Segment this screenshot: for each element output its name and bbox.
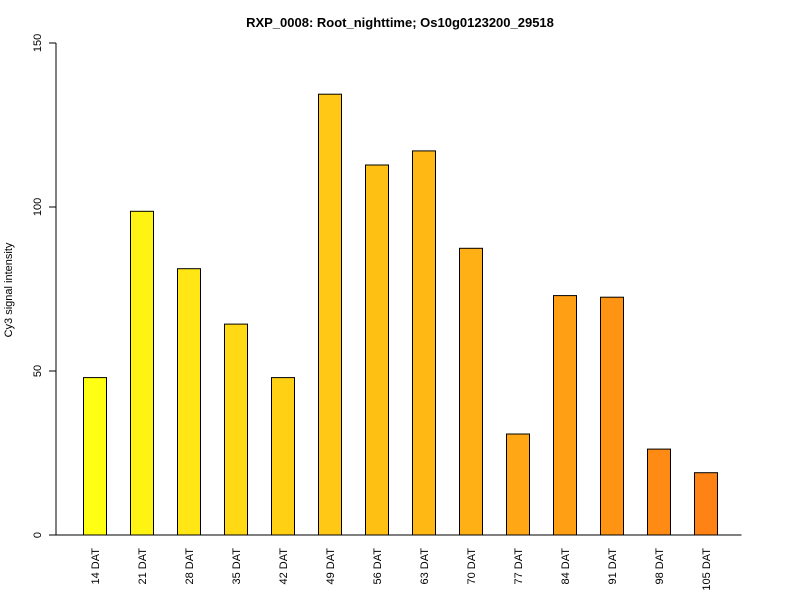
- x-tick-label: 14 DAT: [90, 548, 102, 585]
- bar-42-dat: [271, 377, 295, 536]
- chart-title: RXP_0008: Root_nighttime; Os10g0123200_2…: [246, 15, 554, 30]
- bar-35-dat: [224, 323, 248, 536]
- x-tick-label: 21 DAT: [137, 548, 149, 585]
- x-tick-label: 84 DAT: [560, 548, 572, 585]
- bar-70-dat: [459, 247, 483, 536]
- bar-21-dat: [130, 210, 154, 536]
- x-tick-label: 42 DAT: [278, 548, 290, 585]
- bar-77-dat: [506, 433, 530, 536]
- x-tick-label: 98 DAT: [654, 548, 666, 585]
- x-tick-label: 49 DAT: [325, 548, 337, 585]
- bar-14-dat: [83, 377, 107, 536]
- bars-group: [83, 93, 718, 536]
- x-tick-label: 56 DAT: [372, 548, 384, 585]
- bar-84-dat: [553, 295, 577, 536]
- bar-91-dat: [600, 296, 624, 536]
- y-tick-label: 150: [32, 34, 44, 52]
- x-tick-label: 28 DAT: [184, 548, 196, 585]
- bar-98-dat: [647, 448, 671, 536]
- x-tick-label: 91 DAT: [607, 548, 619, 585]
- x-tick-label: 105 DAT: [701, 548, 713, 591]
- bar-63-dat: [412, 150, 436, 536]
- bar-56-dat: [365, 164, 389, 536]
- x-tick-label: 77 DAT: [513, 548, 525, 585]
- y-axis-label: Cy3 signal intensity: [3, 242, 15, 337]
- x-tick-label: 70 DAT: [466, 548, 478, 585]
- x-axis-tick-labels: 14 DAT 21 DAT 28 DAT 35 DAT 42 DAT 49 DAT 56 D…: [90, 548, 713, 591]
- x-tick-label: 63 DAT: [419, 548, 431, 585]
- bar-28-dat: [177, 268, 201, 536]
- bar-105-dat: [694, 472, 718, 536]
- y-tick-label: 100: [32, 198, 44, 216]
- y-tick-label: 50: [32, 365, 44, 377]
- y-axis: 0 50 100 150: [32, 34, 57, 538]
- y-tick-label: 0: [32, 532, 44, 538]
- bar-49-dat: [318, 93, 342, 536]
- x-tick-label: 35 DAT: [231, 548, 243, 585]
